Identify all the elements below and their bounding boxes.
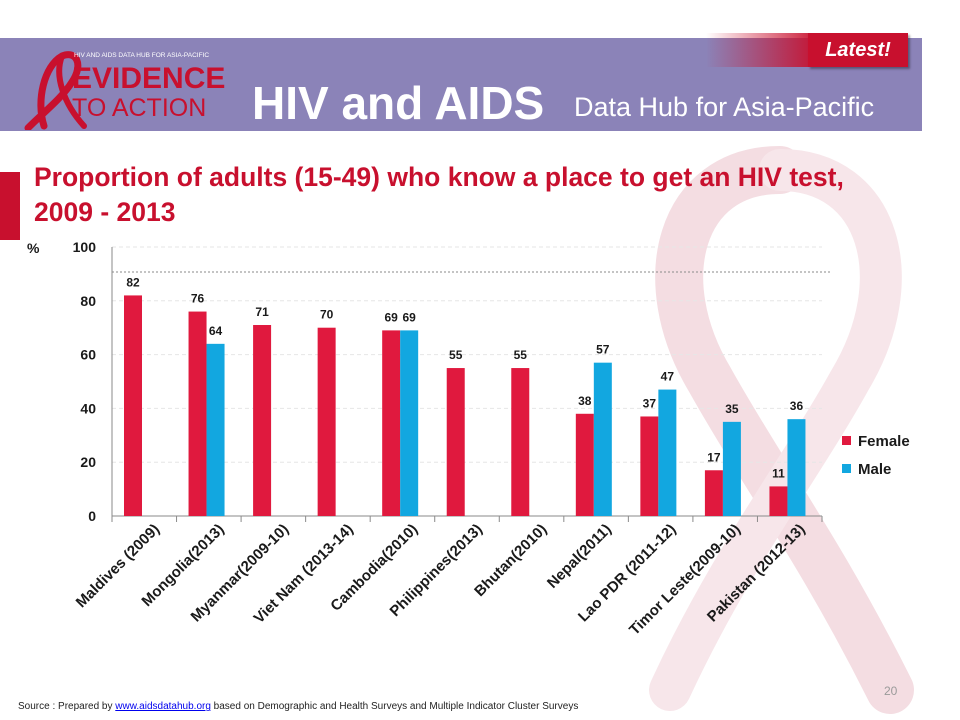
source-prefix: Source : Prepared by [18, 701, 116, 712]
svg-text:EVIDENCE: EVIDENCE [72, 62, 225, 95]
latest-badge: Latest! [808, 33, 908, 67]
female-data-label: 71 [255, 305, 269, 319]
y-tick-label: 100 [73, 239, 97, 255]
male-bar [400, 330, 419, 516]
male-bar [658, 389, 677, 516]
x-tick-label: Nepal(2011) [544, 521, 615, 592]
title-accent-bar [0, 172, 20, 240]
y-tick-label: 80 [80, 293, 96, 309]
female-bar [188, 311, 207, 516]
female-bar [640, 416, 659, 516]
male-data-label: 64 [209, 324, 223, 338]
source-link[interactable]: www.aidsdatahub.org [115, 701, 211, 712]
female-bar [769, 486, 788, 516]
female-data-label: 38 [578, 394, 592, 408]
female-data-label: 55 [514, 348, 528, 362]
legend-label-female: Female [858, 433, 910, 450]
source-suffix: based on Demographic and Health Surveys … [210, 701, 579, 712]
male-bar [787, 419, 806, 516]
svg-text:TO ACTION: TO ACTION [72, 94, 206, 122]
female-bar [253, 325, 272, 516]
hub-subtitle: Data Hub for Asia-Pacific [574, 92, 875, 122]
female-bar [704, 470, 723, 516]
male-data-label: 35 [725, 402, 739, 416]
y-tick-label: 40 [80, 400, 96, 416]
male-bar [593, 362, 612, 516]
female-data-label: 11 [772, 466, 785, 480]
female-bar [446, 368, 465, 516]
female-data-label: 37 [643, 396, 657, 410]
y-tick-label: 20 [80, 454, 96, 470]
male-bar [206, 343, 225, 516]
chart-title: Proportion of adults (15-49) who know a … [34, 162, 844, 227]
female-data-label: 69 [385, 310, 399, 324]
female-bar [382, 330, 401, 516]
legend-label-male: Male [858, 461, 891, 478]
male-data-label: 47 [661, 370, 675, 384]
evidence-to-action-logo: HIV AND AIDS DATA HUB FOR ASIA-PACIFIC E… [24, 51, 225, 130]
legend-swatch-female [842, 436, 851, 445]
legend-swatch-male [842, 464, 851, 473]
y-axis-label: % [27, 240, 40, 256]
male-bar [722, 421, 741, 516]
female-bar [575, 413, 594, 516]
source-note: Source : Prepared by www.aidsdatahub.org… [18, 701, 578, 712]
svg-text:HIV AND AIDS DATA HUB FOR ASIA: HIV AND AIDS DATA HUB FOR ASIA-PACIFIC [74, 52, 209, 59]
background-ribbon [649, 146, 914, 714]
page-number: 20 [884, 684, 898, 698]
y-tick-label: 0 [88, 508, 96, 524]
male-data-label: 57 [596, 343, 610, 357]
female-data-label: 55 [449, 348, 463, 362]
y-tick-label: 60 [80, 347, 96, 363]
hub-title: HIV and AIDS [252, 77, 545, 129]
female-bar [511, 368, 530, 516]
female-data-label: 76 [191, 292, 205, 306]
female-bar [124, 295, 142, 516]
female-data-label: 70 [320, 308, 334, 322]
female-data-label: 82 [126, 275, 140, 289]
male-data-label: 69 [403, 310, 417, 324]
male-data-label: 36 [790, 399, 804, 413]
x-tick-label: Timor Leste(2009-10) [626, 521, 744, 639]
latest-badge-fade [706, 33, 810, 67]
female-bar [317, 327, 336, 516]
female-data-label: 17 [707, 450, 721, 464]
